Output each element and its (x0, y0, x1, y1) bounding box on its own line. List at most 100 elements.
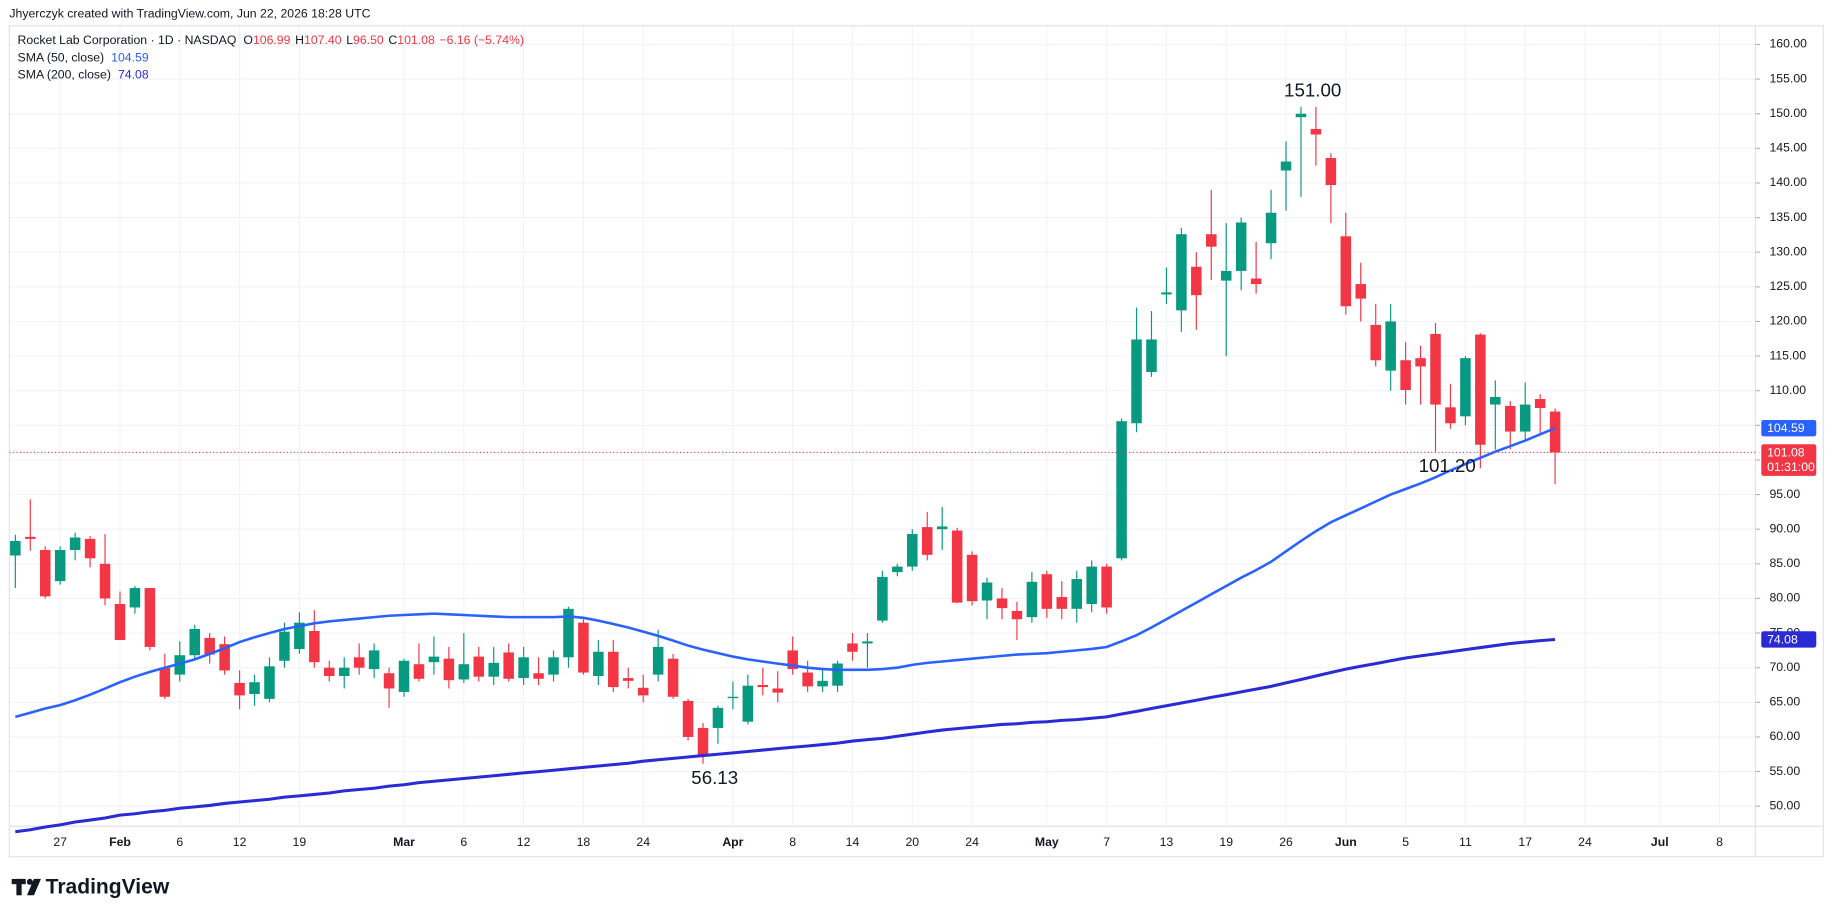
x-tick-label: May (1035, 835, 1059, 849)
candle-body (144, 588, 156, 647)
x-tick-label: 27 (53, 835, 67, 849)
x-tick-label: 24 (965, 835, 979, 849)
candle-body (189, 628, 200, 656)
candle-body (1235, 222, 1247, 271)
x-tick-label: Mar (393, 835, 415, 849)
candle-body (249, 682, 260, 695)
candle (817, 667, 828, 692)
candle (727, 681, 739, 710)
y-tick-label: 85.00 (1769, 556, 1800, 570)
candle-body (10, 540, 21, 556)
candle (847, 633, 858, 661)
annotation: 151.00 (1284, 80, 1341, 101)
candle (548, 650, 559, 682)
candle-body (1460, 358, 1471, 417)
candle (473, 646, 485, 682)
candle (1220, 223, 1232, 357)
candle (637, 674, 649, 703)
y-tick-label: 80.00 (1769, 591, 1800, 605)
x-tick-label: 5 (1402, 835, 1409, 849)
candle-body (99, 563, 111, 599)
x-tick-label: 12 (517, 835, 531, 849)
candle-body (353, 657, 365, 668)
candle (996, 588, 1008, 620)
candle (1191, 252, 1202, 330)
candle-body (622, 678, 634, 681)
candle (907, 529, 918, 571)
candle (1504, 401, 1516, 450)
y-tick-label: 145.00 (1769, 141, 1807, 155)
candle-body (1206, 234, 1217, 247)
candle-body (1295, 113, 1307, 118)
candle-body (667, 658, 679, 697)
candle (338, 657, 350, 689)
x-tick-label: 26 (1279, 835, 1293, 849)
candle (458, 633, 470, 683)
candle-body (892, 566, 903, 573)
y-tick-label: 55.00 (1769, 764, 1800, 778)
candle (1176, 227, 1187, 332)
candle-body (204, 637, 215, 655)
candle (1161, 267, 1172, 305)
candle-body (1355, 284, 1367, 299)
last-price-box (1761, 444, 1817, 476)
candle-body (652, 646, 664, 675)
candle-body (1011, 610, 1023, 620)
x-tick-label: 13 (1160, 835, 1174, 849)
candle (832, 660, 843, 692)
candle-body (1445, 407, 1456, 424)
candle-body (1490, 396, 1501, 405)
candle-body (1265, 212, 1277, 244)
candle (54, 546, 66, 585)
y-tick-label: 155.00 (1769, 71, 1807, 85)
candle (1011, 601, 1023, 640)
x-tick-label: 17 (1518, 835, 1532, 849)
candle-body (1519, 404, 1531, 432)
candle (413, 643, 425, 682)
candle-body (862, 641, 873, 644)
candle (249, 674, 260, 706)
brand-logo: TradingView (11, 875, 170, 898)
candle (1460, 356, 1471, 426)
candle-body (996, 598, 1008, 609)
candle (802, 660, 813, 692)
candle (1071, 570, 1082, 623)
candle-body (1310, 128, 1322, 135)
candle-body (757, 685, 769, 688)
candle-body (54, 549, 66, 582)
candle (951, 527, 963, 604)
candle-body (951, 530, 963, 603)
candle-body (847, 643, 858, 652)
x-tick-label: 11 (1459, 835, 1472, 849)
candle-body (219, 644, 230, 671)
candle (189, 624, 200, 661)
candle-body (593, 651, 604, 676)
ohlc-letter: H (295, 33, 304, 47)
candle (1235, 217, 1247, 291)
price-label: 104.59 (1767, 421, 1805, 435)
candle-body (802, 672, 813, 687)
candle (488, 646, 499, 686)
plot (10, 106, 1561, 834)
x-tick-label: 8 (1716, 835, 1723, 849)
candle (174, 641, 186, 682)
candle (69, 532, 81, 561)
candle-body (533, 673, 544, 679)
y-tick-label: 135.00 (1769, 210, 1807, 224)
candle (608, 639, 619, 692)
candle (503, 643, 514, 682)
x-tick-label: 14 (846, 835, 860, 849)
candle-body (69, 537, 81, 550)
candle (144, 588, 156, 651)
candle (622, 667, 634, 689)
candle-body (682, 700, 694, 737)
candle-body (1549, 411, 1561, 453)
candle (1131, 307, 1142, 433)
chart-title: Rocket Lab Corporation · 1D · NASDAQ (18, 33, 237, 47)
candle (1056, 581, 1068, 620)
candle (936, 507, 948, 550)
candle-body (279, 631, 290, 661)
candle-body (25, 536, 36, 539)
